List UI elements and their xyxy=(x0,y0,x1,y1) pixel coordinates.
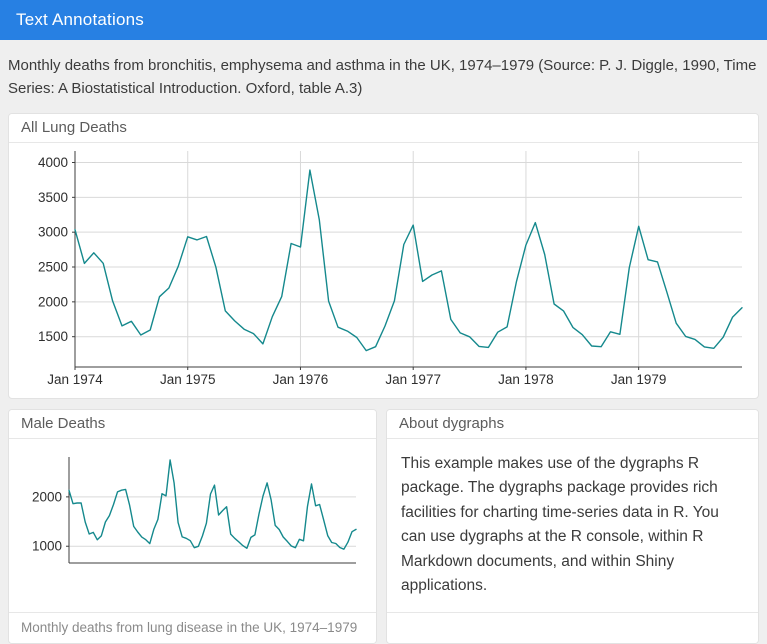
about-panel-footer xyxy=(387,611,758,643)
all-lung-deaths-chart[interactable]: 1500 2000 2500 3000 3500 4000 Jan 1974 Jan 1975… xyxy=(15,147,752,393)
svg-text:1000: 1000 xyxy=(32,539,62,554)
svg-text:3500: 3500 xyxy=(38,190,68,205)
panel-all-lung-deaths: All Lung Deaths 1500 2000 2500 3000 3500 4000… xyxy=(8,113,759,399)
panel-all-lung-deaths-body: 1500 2000 2500 3000 3500 4000 Jan 1974 Jan 1975… xyxy=(9,143,758,398)
svg-text:4000: 4000 xyxy=(38,155,68,170)
svg-text:Jan 1974: Jan 1974 xyxy=(47,372,103,387)
svg-text:2000: 2000 xyxy=(38,294,68,309)
svg-text:Jan 1979: Jan 1979 xyxy=(611,372,667,387)
panel-about-dygraphs: About dygraphs This example makes use of… xyxy=(386,409,759,644)
svg-text:Jan 1978: Jan 1978 xyxy=(498,372,554,387)
male-deaths-caption: Monthly deaths from lung disease in the … xyxy=(9,611,376,643)
app-title: Text Annotations xyxy=(16,10,144,29)
panel-male-deaths-title: Male Deaths xyxy=(9,410,376,439)
dataset-description: Monthly deaths from bronchitis, emphysem… xyxy=(8,57,757,97)
svg-text:2500: 2500 xyxy=(38,260,68,275)
about-dygraphs-text: This example makes use of the dygraphs R… xyxy=(401,455,719,595)
panel-male-deaths: Male Deaths 1000 2000 Monthly deaths from… xyxy=(8,409,377,644)
svg-text:3000: 3000 xyxy=(38,225,68,240)
svg-text:1500: 1500 xyxy=(38,329,68,344)
panel-about-title: About dygraphs xyxy=(387,410,758,439)
bottom-row: Male Deaths 1000 2000 Monthly deaths from… xyxy=(8,409,759,644)
svg-text:Jan 1976: Jan 1976 xyxy=(273,372,329,387)
svg-text:Jan 1977: Jan 1977 xyxy=(385,372,441,387)
app-header: Text Annotations xyxy=(0,0,767,40)
svg-text:2000: 2000 xyxy=(32,489,62,504)
panel-male-deaths-body: 1000 2000 xyxy=(9,439,376,612)
male-deaths-chart[interactable]: 1000 2000 xyxy=(14,451,360,584)
panel-all-lung-deaths-title: All Lung Deaths xyxy=(9,114,758,143)
svg-text:Jan 1975: Jan 1975 xyxy=(160,372,216,387)
